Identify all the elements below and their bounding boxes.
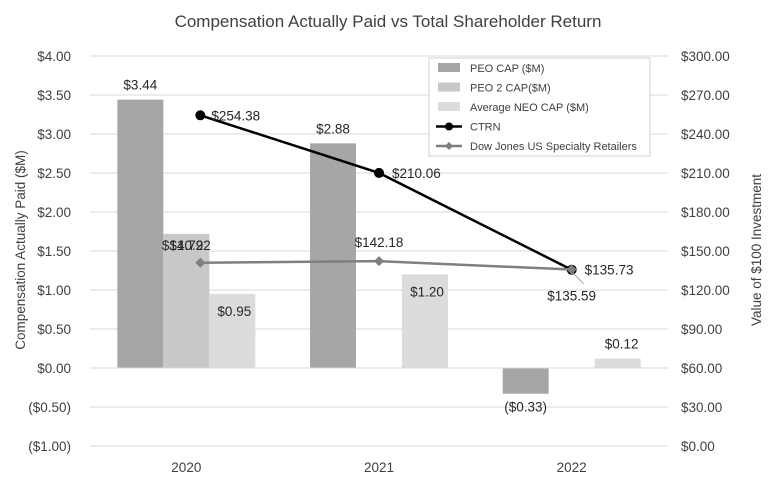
bar bbox=[594, 358, 641, 368]
legend-swatch bbox=[438, 102, 460, 111]
y-tick-label: $1.00 bbox=[37, 283, 71, 298]
bar bbox=[117, 99, 164, 369]
bar-data-label: $1.20 bbox=[410, 284, 444, 299]
y2-tick-label: $240.00 bbox=[681, 127, 730, 142]
y-tick-label: ($0.50) bbox=[28, 400, 71, 415]
y2-tick-label: $60.00 bbox=[681, 361, 722, 376]
line-marker bbox=[374, 167, 384, 178]
line-data-label: $140.92 bbox=[162, 238, 211, 253]
legend-box bbox=[428, 57, 651, 157]
label-leader-line bbox=[572, 272, 585, 285]
line-data-label: $254.38 bbox=[211, 108, 260, 123]
y2-tick-label: $30.00 bbox=[681, 400, 722, 415]
line-data-label: $135.59 bbox=[547, 289, 596, 304]
legend-label: Dow Jones US Specialty Retailers bbox=[470, 141, 637, 153]
line-series-group bbox=[195, 110, 577, 275]
bar-data-label: $0.95 bbox=[217, 304, 251, 319]
y-tick-label: $2.00 bbox=[37, 205, 71, 220]
axes: $4.00 $300.00 $3.50 $270.00 $3.00 $240.00 $2.5… bbox=[28, 49, 730, 475]
y2-tick-label: $270.00 bbox=[681, 88, 730, 103]
bar bbox=[310, 143, 356, 368]
x-tick-label: 2021 bbox=[364, 460, 394, 475]
legend-swatch bbox=[438, 82, 460, 92]
bar-data-label: $2.88 bbox=[316, 121, 350, 136]
line-marker bbox=[374, 256, 384, 267]
bar bbox=[402, 274, 448, 368]
y-tick-label: $4.00 bbox=[37, 49, 71, 64]
x-tick-label: 2022 bbox=[557, 460, 587, 475]
bar bbox=[163, 233, 210, 368]
legend: PEO CAP ($M) PEO 2 CAP($M) Average NEO CAP… bbox=[428, 57, 651, 157]
y-tick-label: ($1.00) bbox=[28, 439, 71, 454]
x-tick-label: 2020 bbox=[171, 460, 201, 475]
y2-axis-title: Value of $100 Investment bbox=[749, 174, 764, 326]
legend-label: PEO CAP ($M) bbox=[470, 63, 544, 75]
line-marker bbox=[195, 110, 206, 121]
y2-tick-label: $0.00 bbox=[681, 439, 715, 454]
line-series-path bbox=[200, 259, 572, 271]
y-tick-label: $2.50 bbox=[37, 166, 71, 181]
bar-data-label: ($0.33) bbox=[504, 400, 547, 415]
line-data-label: $142.18 bbox=[355, 235, 404, 250]
bar-data-label: $1.72 bbox=[169, 238, 203, 253]
bar bbox=[209, 293, 256, 368]
line-marker bbox=[195, 257, 206, 268]
bar-data-label: $0.12 bbox=[605, 337, 639, 352]
legend-swatch bbox=[438, 63, 460, 72]
y-tick-label: $1.50 bbox=[37, 244, 71, 259]
y2-tick-label: $180.00 bbox=[681, 205, 730, 220]
legend-swatch bbox=[436, 122, 462, 131]
data-labels: $3.44 $2.88 ($0.33) $1.72 $0.95 $1.20 $0.12 $25… bbox=[123, 78, 638, 415]
legend-label: PEO 2 CAP($M) bbox=[470, 83, 551, 95]
legend-label: CTRN bbox=[470, 122, 501, 134]
bar-data-label: $3.44 bbox=[123, 78, 157, 93]
chart-title: Compensation Actually Paid vs Total Shar… bbox=[175, 12, 602, 31]
bar-series-group bbox=[117, 99, 641, 394]
bar bbox=[502, 368, 549, 394]
line-data-label: $210.06 bbox=[392, 166, 441, 181]
y2-tick-label: $90.00 bbox=[681, 322, 722, 337]
line-data-label: $135.73 bbox=[585, 263, 634, 278]
y2-tick-label: $300.00 bbox=[681, 49, 730, 64]
y-tick-label: $3.50 bbox=[37, 88, 71, 103]
y-tick-label: $0.50 bbox=[37, 322, 71, 337]
y2-tick-label: $150.00 bbox=[681, 244, 730, 259]
y-axis-title: Compensation Actually Paid ($M) bbox=[13, 150, 28, 350]
y2-tick-label: $120.00 bbox=[681, 283, 730, 298]
legend-swatch bbox=[436, 142, 462, 150]
legend-items: PEO CAP ($M) PEO 2 CAP($M) Average NEO CAP… bbox=[436, 63, 637, 153]
y-tick-label: $0.00 bbox=[37, 361, 71, 376]
line-marker bbox=[566, 264, 577, 275]
y-tick-label: $3.00 bbox=[37, 127, 71, 142]
y2-tick-label: $210.00 bbox=[681, 166, 730, 181]
legend-label: Average NEO CAP ($M) bbox=[470, 102, 589, 114]
